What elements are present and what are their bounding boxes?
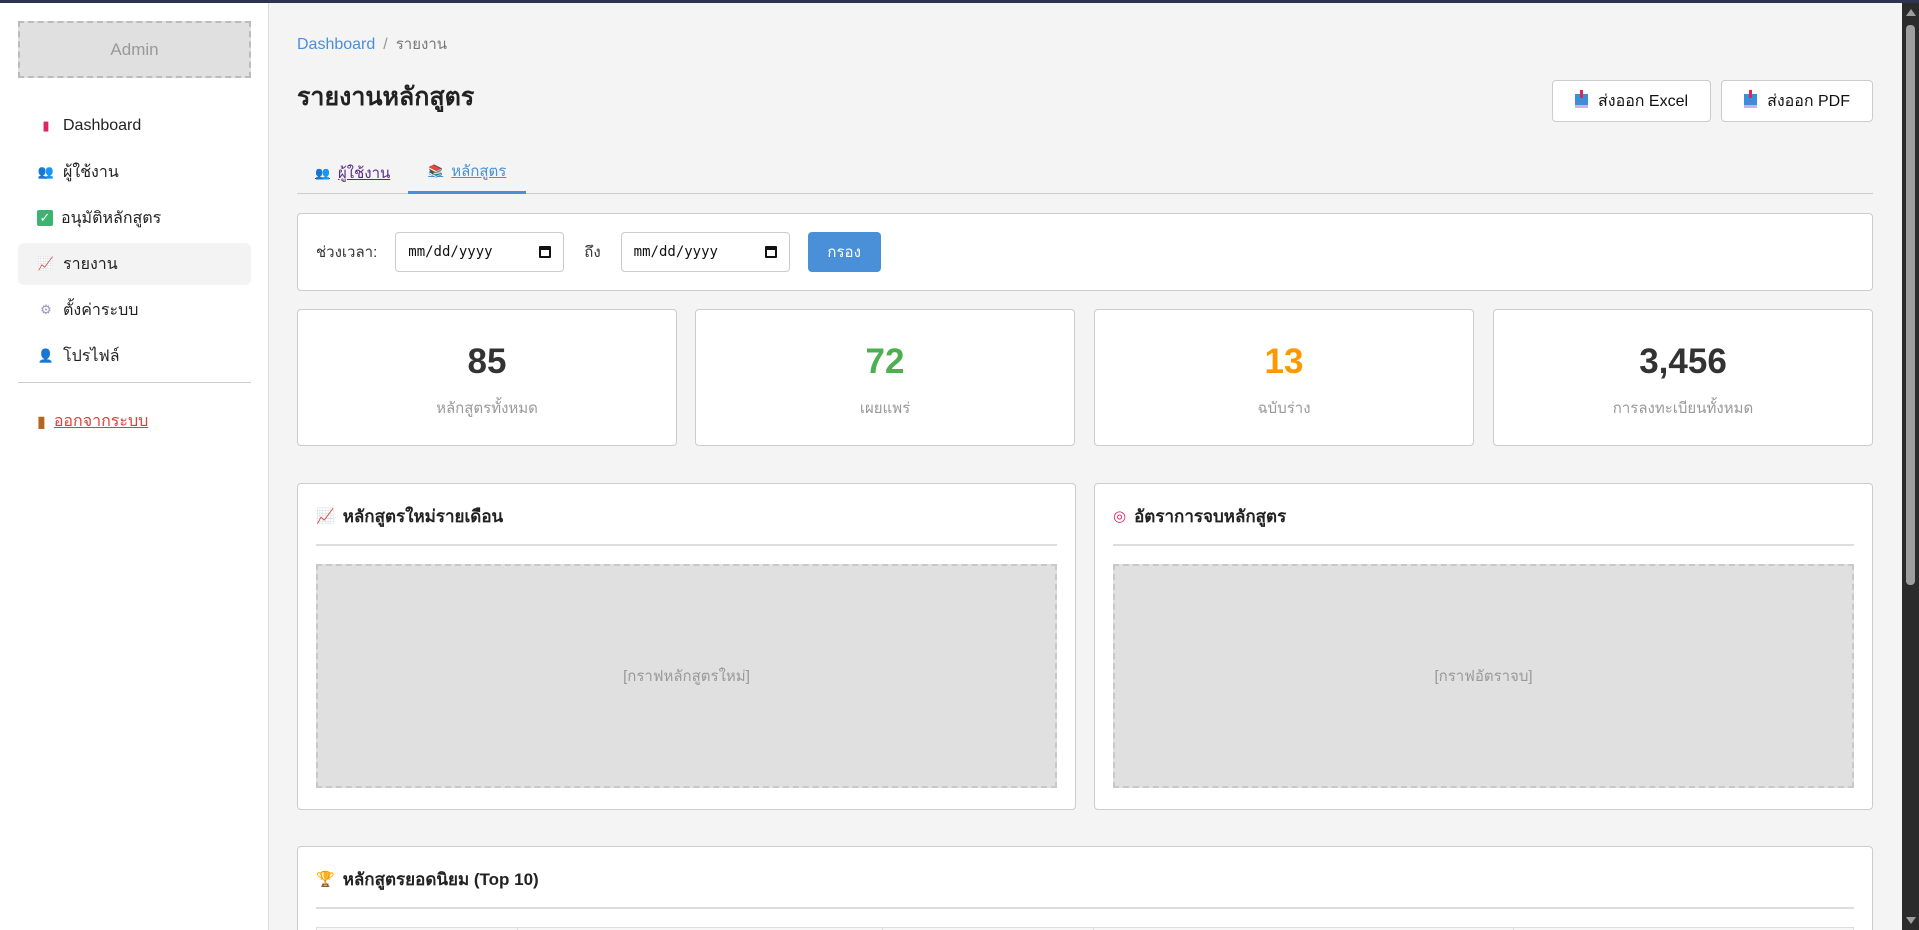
breadcrumb-current: รายงาน: [395, 36, 448, 53]
sidebar-item-profile[interactable]: 👤 โปรไฟล์: [18, 335, 251, 377]
end-date-placeholder: mm/dd/yyyy: [633, 244, 718, 260]
sidebar-item-settings[interactable]: ⚙ ตั้งค่าระบบ: [18, 289, 251, 331]
to-label: ถึง: [584, 244, 601, 261]
sidebar-item-approve-courses[interactable]: ✓ อนุมัติหลักสูตร: [18, 197, 251, 239]
logout-link[interactable]: ▮ ออกจากระบบ: [37, 409, 148, 434]
calendar-icon[interactable]: [539, 246, 552, 258]
card-title: อัตราการจบหลักสูตร: [1134, 506, 1287, 526]
sidebar-item-label: Dashboard: [63, 117, 142, 134]
line-chart-icon: 📈: [316, 508, 335, 525]
chart-placeholder: [กราฟอัตราจบ]: [1113, 564, 1854, 788]
stat-value: 85: [467, 342, 507, 381]
end-date-input[interactable]: mm/dd/yyyy: [620, 232, 790, 272]
door-icon: ▮: [37, 413, 46, 431]
logout-label: ออกจากระบบ: [53, 413, 149, 430]
stat-value: 13: [1264, 342, 1304, 381]
card-title: หลักสูตรยอดนิยม (Top 10): [342, 869, 539, 889]
user-badge: Admin: [18, 21, 251, 78]
sidebar-item-dashboard[interactable]: ▮ Dashboard: [18, 105, 251, 147]
scrollbar[interactable]: [1902, 3, 1919, 930]
tab-label: หลักสูตร: [451, 163, 507, 180]
stat-card-total-courses: 85 หลักสูตรทั้งหมด: [297, 309, 677, 446]
page-title: รายงานหลักสูตร: [297, 83, 475, 111]
stat-label: ฉบับร่าง: [1257, 400, 1311, 417]
start-date-input[interactable]: mm/dd/yyyy: [395, 232, 565, 272]
scrollbar-thumb[interactable]: [1906, 25, 1915, 585]
line-chart-icon: 📈: [37, 256, 55, 271]
filter-button[interactable]: กรอง: [807, 232, 881, 272]
sidebar-item-label: ผู้ใช้งาน: [63, 163, 119, 181]
scroll-up-icon[interactable]: [1906, 9, 1916, 16]
books-icon: 📚: [428, 164, 444, 178]
export-pdf-button[interactable]: ส่งออก PDF: [1721, 80, 1873, 122]
completion-rate-card: ◎ อัตราการจบหลักสูตร [กราฟอัตราจบ]: [1094, 483, 1873, 810]
bar-chart-icon: ▮: [42, 118, 50, 133]
stat-label: การลงทะเบียนทั้งหมด: [1612, 400, 1754, 417]
export-excel-button[interactable]: ส่งออก Excel: [1552, 80, 1712, 122]
target-icon: ◎: [1113, 508, 1127, 525]
user-icon: 👤: [37, 348, 55, 363]
sidebar-item-users[interactable]: 👥 ผู้ใช้งาน: [18, 151, 251, 193]
tab-courses[interactable]: 📚 หลักสูตร: [408, 151, 527, 194]
gear-icon: ⚙: [40, 302, 52, 317]
sidebar-divider: [18, 382, 251, 383]
monthly-new-courses-card: 📈 หลักสูตรใหม่รายเดือน [กราฟหลักสูตรใหม่]: [297, 483, 1076, 810]
users-icon: 👥: [315, 165, 330, 180]
calendar-icon[interactable]: [764, 246, 777, 258]
check-icon: ✓: [37, 210, 53, 226]
trophy-icon: 🏆: [316, 871, 335, 888]
table-header: [316, 927, 1854, 930]
download-icon: [1575, 90, 1588, 108]
stat-value: 3,456: [1639, 342, 1727, 381]
scroll-down-icon[interactable]: [1906, 917, 1916, 924]
date-filter: ช่วงเวลา: mm/dd/yyyy ถึง mm/dd/yyyy กรอง: [297, 213, 1873, 291]
users-icon: 👥: [37, 164, 55, 179]
tab-label: ผู้ใช้งาน: [337, 164, 391, 182]
sidebar-item-label: ตั้งค่าระบบ: [63, 301, 139, 319]
stat-card-enrollments: 3,456 การลงทะเบียนทั้งหมด: [1493, 309, 1873, 446]
stat-label: เผยแพร่: [859, 400, 911, 417]
top-courses-card: 🏆 หลักสูตรยอดนิยม (Top 10): [297, 846, 1873, 930]
breadcrumb-home[interactable]: Dashboard: [297, 36, 376, 53]
report-tabs: 👥 ผู้ใช้งาน 📚 หลักสูตร: [297, 151, 1873, 194]
tab-users[interactable]: 👥 ผู้ใช้งาน: [315, 151, 408, 194]
start-date-placeholder: mm/dd/yyyy: [408, 244, 493, 260]
stat-card-published: 72 เผยแพร่: [695, 309, 1075, 446]
sidebar-menu: ▮ Dashboard 👥 ผู้ใช้งาน ✓ อนุมัติหลักสูตร 📈…: [18, 105, 251, 381]
sidebar-item-reports[interactable]: 📈 รายงาน: [18, 243, 251, 285]
stat-label: หลักสูตรทั้งหมด: [436, 400, 538, 417]
date-range-label: ช่วงเวลา:: [316, 244, 378, 261]
sidebar: Admin ▮ Dashboard 👥 ผู้ใช้งาน ✓ อนุมัติหลัก…: [0, 3, 269, 930]
sidebar-item-label: โปรไฟล์: [63, 347, 120, 365]
breadcrumb: Dashboard / รายงาน: [297, 32, 447, 56]
stat-value: 72: [865, 342, 905, 381]
card-title: หลักสูตรใหม่รายเดือน: [342, 506, 504, 526]
export-excel-label: ส่งออก Excel: [1598, 92, 1689, 110]
stat-card-draft: 13 ฉบับร่าง: [1094, 309, 1474, 446]
sidebar-item-label: รายงาน: [63, 255, 118, 273]
download-icon: [1744, 90, 1758, 108]
sidebar-item-label: อนุมัติหลักสูตร: [61, 209, 162, 227]
chart-placeholder: [กราฟหลักสูตรใหม่]: [316, 564, 1057, 788]
breadcrumb-separator: /: [383, 36, 388, 53]
export-pdf-label: ส่งออก PDF: [1767, 92, 1850, 110]
